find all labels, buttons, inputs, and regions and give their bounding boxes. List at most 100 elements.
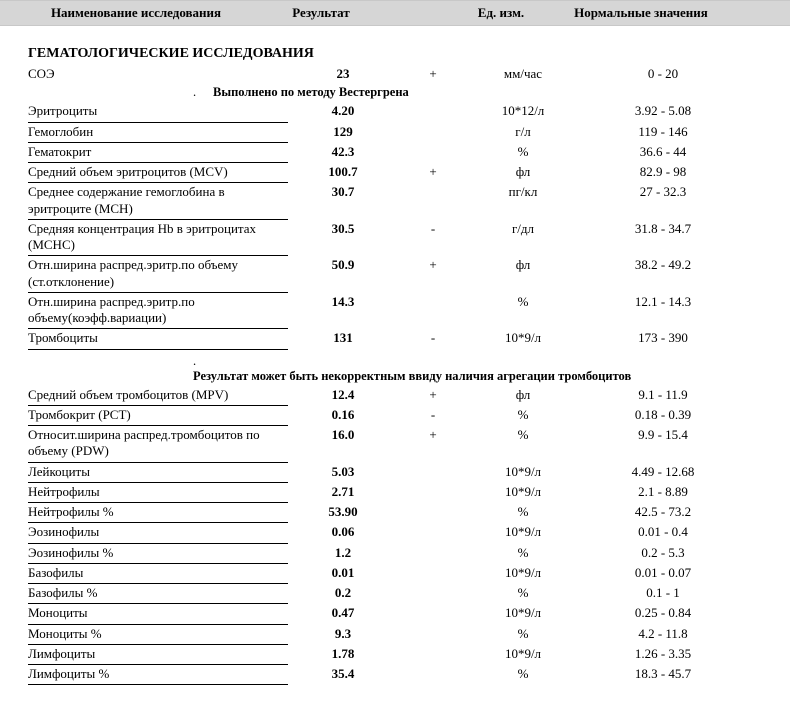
cell-result: 30.5 — [288, 221, 398, 237]
cell-unit: % — [468, 585, 578, 601]
hdr-result: Результат — [266, 5, 376, 21]
cell-result: 23 — [288, 66, 398, 82]
cell-unit: фл — [468, 387, 578, 403]
cell-result: 5.03 — [288, 464, 398, 480]
cell-result: 2.71 — [288, 484, 398, 500]
cell-norm: 36.6 - 44 — [578, 144, 748, 160]
cell-norm: 0 - 20 — [578, 66, 748, 82]
cell-name: Отн.ширина распред.эритр.по объему (ст.о… — [28, 257, 288, 293]
cell-unit: г/дл — [468, 221, 578, 237]
cell-norm: 119 - 146 — [578, 124, 748, 140]
result-row: Нейтрофилы %53.90%42.5 - 73.2 — [28, 504, 762, 524]
cell-unit: мм/час — [468, 66, 578, 82]
cell-norm: 173 - 390 — [578, 330, 748, 346]
method-note: .Выполнено по методу Вестергрена — [193, 82, 762, 103]
cell-norm: 0.18 - 0.39 — [578, 407, 748, 423]
result-row: Нейтрофилы2.7110*9/л2.1 - 8.89 — [28, 484, 762, 504]
cell-name: Эритроциты — [28, 103, 288, 122]
cell-norm: 18.3 - 45.7 — [578, 666, 748, 682]
cell-result: 53.90 — [288, 504, 398, 520]
cell-norm: 0.01 - 0.07 — [578, 565, 748, 581]
result-row: Среднее содержание гемоглобина в эритроц… — [28, 184, 762, 221]
cell-unit: % — [468, 144, 578, 160]
cell-unit: 10*9/л — [468, 484, 578, 500]
cell-norm: 0.1 - 1 — [578, 585, 748, 601]
cell-unit: % — [468, 626, 578, 642]
cell-result: 1.78 — [288, 646, 398, 662]
cell-norm: 42.5 - 73.2 — [578, 504, 748, 520]
result-row: СОЭ23+мм/час0 - 20 — [28, 66, 762, 82]
cell-result: 12.4 — [288, 387, 398, 403]
cell-flag: - — [398, 407, 468, 423]
cell-flag: + — [398, 427, 468, 443]
cell-unit: пг/кл — [468, 184, 578, 200]
cell-unit: % — [468, 294, 578, 310]
cell-unit: 10*9/л — [468, 565, 578, 581]
cell-flag: - — [398, 330, 468, 346]
cell-name: Относит.ширина распред.тромбоцитов по об… — [28, 427, 288, 463]
cell-norm: 82.9 - 98 — [578, 164, 748, 180]
cell-norm: 27 - 32.3 — [578, 184, 748, 200]
cell-result: 42.3 — [288, 144, 398, 160]
cell-result: 0.47 — [288, 605, 398, 621]
cell-name: Нейтрофилы % — [28, 504, 288, 523]
table-header: Наименование исследования Результат Ед. … — [0, 0, 790, 26]
result-row: Базофилы0.01 10*9/л0.01 - 0.07 — [28, 565, 762, 585]
result-row: Гематокрит42.3%36.6 - 44 — [28, 144, 762, 164]
result-row: Моноциты %9.3%4.2 - 11.8 — [28, 626, 762, 646]
cell-unit: г/л — [468, 124, 578, 140]
cell-name: Лимфоциты % — [28, 666, 288, 685]
cell-name: Базофилы — [28, 565, 288, 584]
cell-name: Гемоглобин — [28, 124, 288, 143]
cell-name: Лейкоциты — [28, 464, 288, 483]
cell-result: 16.0 — [288, 427, 398, 443]
result-row: Отн.ширина распред.эритр.по объему(коэфф… — [28, 294, 762, 331]
cell-name: Средний объем эритроцитов (MCV) — [28, 164, 288, 183]
cell-result: 1.2 — [288, 545, 398, 561]
cell-name: Средний объем тромбоцитов (MPV) — [28, 387, 288, 406]
cell-result: 14.3 — [288, 294, 398, 310]
result-row: Гемоглобин129г/л119 - 146 — [28, 124, 762, 144]
cell-result: 100.7 — [288, 164, 398, 180]
result-row: Эозинофилы %1.2%0.2 - 5.3 — [28, 545, 762, 565]
cell-norm: 3.92 - 5.08 — [578, 103, 748, 119]
cell-name: Отн.ширина распред.эритр.по объему(коэфф… — [28, 294, 288, 330]
cell-result: 0.01 — [288, 565, 398, 581]
cell-unit: 10*9/л — [468, 646, 578, 662]
result-row: Относит.ширина распред.тромбоцитов по об… — [28, 427, 762, 464]
cell-unit: % — [468, 427, 578, 443]
cell-norm: 0.25 - 0.84 — [578, 605, 748, 621]
result-row: Тромбоциты131-10*9/л173 - 390 — [28, 330, 762, 350]
cell-result: 131 — [288, 330, 398, 346]
cell-name: Базофилы % — [28, 585, 288, 604]
cell-result: 9.3 — [288, 626, 398, 642]
cell-norm: 9.9 - 15.4 — [578, 427, 748, 443]
result-row: Средняя концентрация Hb в эритроцитах (M… — [28, 221, 762, 258]
cell-result: 0.06 — [288, 524, 398, 540]
cell-result: 50.9 — [288, 257, 398, 273]
cell-norm: 38.2 - 49.2 — [578, 257, 748, 273]
cell-flag: + — [398, 164, 468, 180]
cell-name: Среднее содержание гемоглобина в эритроц… — [28, 184, 288, 220]
hdr-name: Наименование исследования — [6, 5, 266, 21]
cell-unit: 10*9/л — [468, 524, 578, 540]
cell-name: Тромбокрит (PCT) — [28, 407, 288, 426]
cell-unit: % — [468, 545, 578, 561]
cell-norm: 0.2 - 5.3 — [578, 545, 748, 561]
hdr-unit: Ед. изм. — [446, 5, 556, 21]
cell-norm: 0.01 - 0.4 — [578, 524, 748, 540]
cell-norm: 2.1 - 8.89 — [578, 484, 748, 500]
cell-name: Тромбоциты — [28, 330, 288, 349]
cell-unit: 10*9/л — [468, 605, 578, 621]
result-row: Средний объем тромбоцитов (MPV)12.4+фл9.… — [28, 387, 762, 407]
result-row: Средний объем эритроцитов (MCV)100.7+фл8… — [28, 164, 762, 184]
cell-norm: 4.49 - 12.68 — [578, 464, 748, 480]
cell-result: 30.7 — [288, 184, 398, 200]
hdr-flag — [376, 5, 446, 21]
cell-norm: 31.8 - 34.7 — [578, 221, 748, 237]
result-row: Эозинофилы0.0610*9/л0.01 - 0.4 — [28, 524, 762, 544]
cell-name: Гематокрит — [28, 144, 288, 163]
cell-result: 35.4 — [288, 666, 398, 682]
cell-name: Моноциты — [28, 605, 288, 624]
cell-flag: + — [398, 66, 468, 82]
